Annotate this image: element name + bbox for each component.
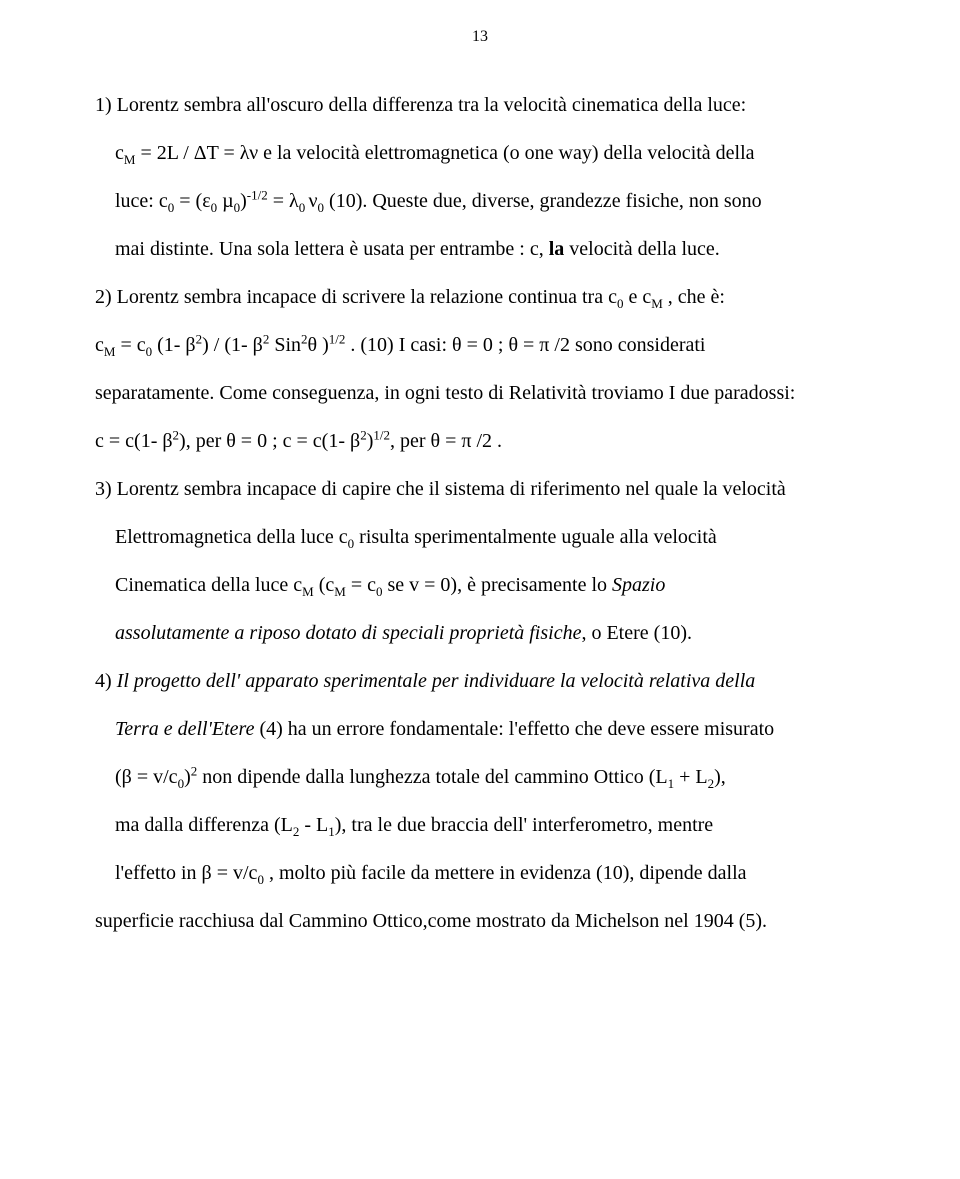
line-11: Cinematica della luce cM (cM = c0 se v =… <box>95 574 665 596</box>
body-text: 1) Lorentz sembra all'oscuro della diffe… <box>95 81 865 945</box>
line-14: Terra e dell'Etere (4) ha un errore fond… <box>95 718 774 740</box>
line-7: separatamente. Come conseguenza, in ogni… <box>95 382 795 404</box>
line-3: luce: c0 = (ε0 µ0)-1/2 = λ0 ν0 (10). Que… <box>95 190 762 212</box>
line-12: assolutamente a riposo dotato di special… <box>95 622 692 644</box>
line-9: 3) Lorentz sembra incapace di capire che… <box>95 478 786 500</box>
line-15: (β = v/c0)2 non dipende dalla lunghezza … <box>95 766 726 788</box>
line-8: c = c(1- β2), per θ = 0 ; c = c(1- β2)1/… <box>95 430 502 452</box>
line-10: Elettromagnetica della luce c0 risulta s… <box>95 526 717 548</box>
line-13: 4) Il progetto dell' apparato sperimenta… <box>95 670 755 692</box>
line-1: 1) Lorentz sembra all'oscuro della diffe… <box>95 94 746 116</box>
line-17: l'effetto in β = v/c0 , molto più facile… <box>95 862 747 884</box>
line-5: 2) Lorentz sembra incapace di scrivere l… <box>95 286 725 308</box>
line-6: cM = c0 (1- β2) / (1- β2 Sin2θ )1/2 . (1… <box>95 334 705 356</box>
page-number: 13 <box>95 28 865 46</box>
line-2: cM = 2L / ΔT = λν e la velocità elettrom… <box>95 142 755 164</box>
line-16: ma dalla differenza (L2 - L1), tra le du… <box>95 814 713 836</box>
line-18: superficie racchiusa dal Cammino Ottico,… <box>95 910 767 932</box>
line-4: mai distinte. Una sola lettera è usata p… <box>95 238 720 260</box>
